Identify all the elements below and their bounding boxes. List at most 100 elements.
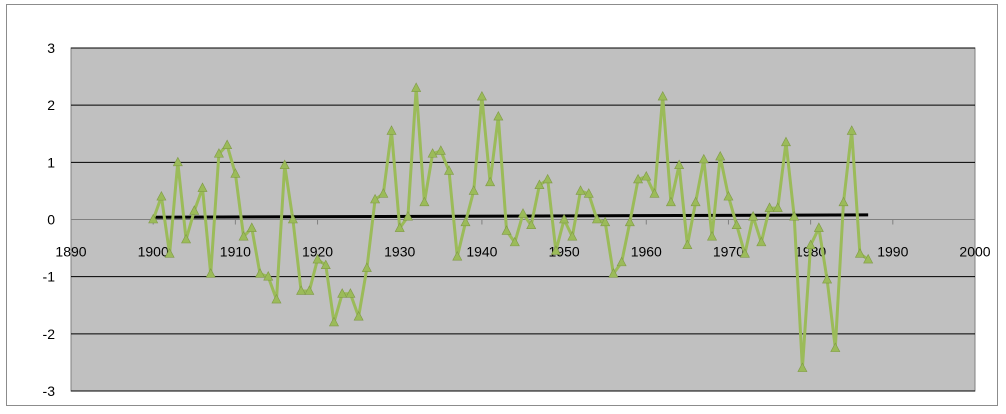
data-point [378,188,389,198]
chart-frame: 3 2 1 0 -1 -2 -3 1890 1900 1910 1920 1930 1940 1950 1… [6,4,998,406]
y-tick-label: 0 [47,212,55,228]
data-point [493,110,504,121]
data-point [238,231,249,241]
data-point [624,216,635,227]
data-point [279,159,290,169]
data-point [164,248,175,258]
data-point [526,219,537,230]
data-point [608,268,619,278]
data-point [246,222,257,232]
data-point [830,342,841,352]
data-point [600,216,611,227]
data-point [394,222,405,232]
x-tick-label: 1920 [302,244,333,260]
data-point [674,159,685,169]
data-point [772,202,783,212]
data-point [723,190,734,201]
data-point [682,239,693,250]
data-point [591,213,602,224]
data-point [452,251,463,261]
data-point [213,148,224,158]
series-line [151,86,870,370]
data-point [559,213,570,224]
data-point [189,205,200,215]
data-point [509,236,520,247]
data-point [748,211,759,221]
data-point [550,245,561,255]
data-point [181,233,192,244]
data-point [435,145,446,155]
y-tick-label: -2 [43,326,56,342]
data-point [518,208,528,218]
x-tick-label: 1900 [138,244,169,260]
x-tick-label: 1960 [631,244,662,260]
y-axis-ticks: 3 2 1 0 -1 -2 -3 [43,40,56,399]
data-point [172,156,183,167]
data-point [575,185,586,195]
data-point [501,225,512,235]
data-point [427,148,438,158]
data-point [534,179,545,189]
data-point [476,90,487,101]
data-point [361,262,372,272]
data-point [148,213,159,224]
data-point [649,188,660,198]
data-point [715,150,726,161]
data-point [789,211,800,221]
x-tick-label: 1910 [220,244,251,260]
data-point [485,176,496,187]
data-point [419,196,430,207]
x-tick-label: 1970 [713,244,744,260]
data-point [805,239,816,250]
x-tick-label: 1930 [384,244,415,260]
series-layer [148,82,874,372]
data-point [641,170,652,181]
data-point [665,196,676,207]
data-point [756,236,767,247]
data-point [707,231,718,241]
data-point [205,268,216,278]
data-point [863,253,874,264]
data-point [402,211,413,221]
data-point [633,173,644,184]
data-point [846,125,857,135]
trend-line-layer [153,213,869,219]
data-point [838,196,849,207]
data-point [320,259,331,270]
data-point [255,268,266,278]
data-point [657,90,668,101]
y-tick-label: 2 [47,97,55,113]
y-tick-label: 1 [47,154,55,170]
data-point [304,285,315,295]
data-point [296,285,307,295]
data-point [156,190,167,201]
data-point [312,253,323,264]
data-point [797,362,808,372]
data-point [386,125,397,135]
data-point [731,219,742,230]
data-point [337,288,348,298]
data-point [222,139,233,149]
trend-line [153,213,869,219]
data-point [263,271,274,281]
data-point [854,248,865,258]
x-tick-label: 1990 [877,244,908,260]
y-tick-label: -3 [43,383,56,399]
data-point [542,173,553,184]
data-point [690,196,701,207]
data-point [822,273,833,284]
data-point [411,82,422,92]
x-tick-label: 2000 [959,244,990,260]
data-point [567,231,578,241]
gridlines [71,47,975,392]
data-point [370,193,381,204]
data-point [764,202,775,212]
y-tick-label: 3 [47,40,55,56]
y-tick-label: -1 [43,269,56,285]
data-point [328,316,339,327]
data-point [698,153,709,164]
data-point [197,182,208,192]
data-point [460,216,471,227]
data-point [287,213,298,224]
